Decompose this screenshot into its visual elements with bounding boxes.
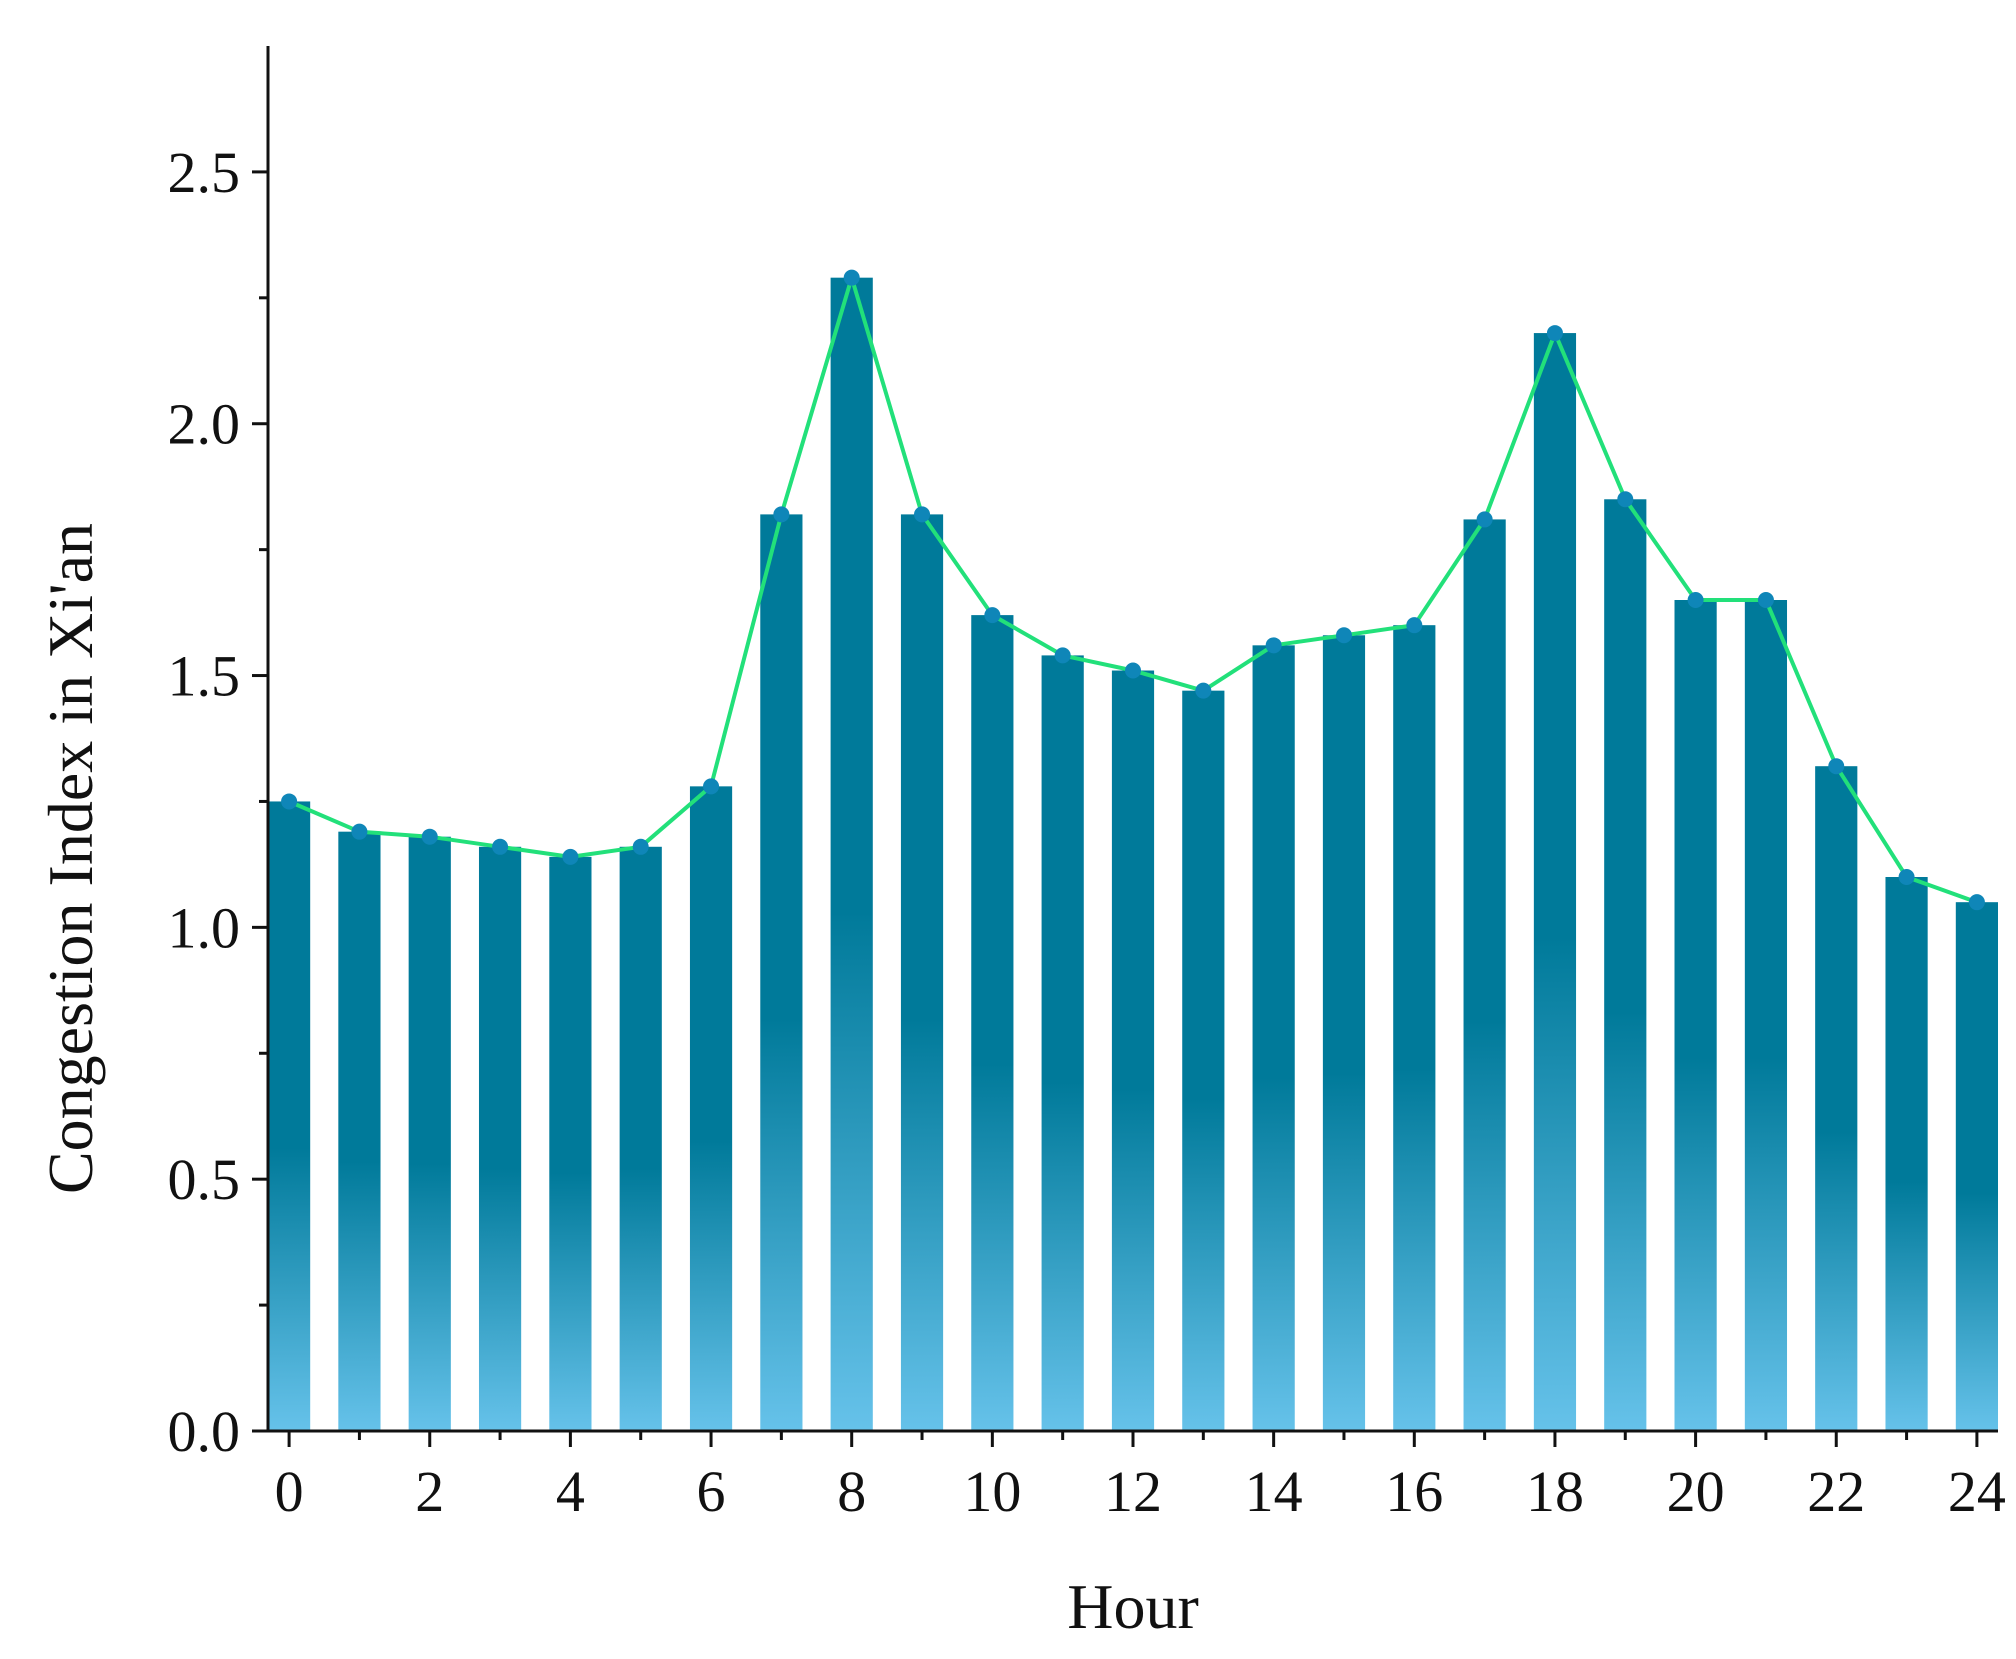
bar-hour-17 (1463, 519, 1506, 1431)
bar-hour-6 (689, 786, 733, 1431)
bar-hour-9 (900, 514, 944, 1431)
bar-hour-16 (1393, 625, 1436, 1431)
x-tick-label: 16 (1385, 1459, 1443, 1524)
marker-hour-15 (1335, 627, 1352, 644)
trend-line-layer (281, 269, 1985, 911)
x-tick-label: 10 (963, 1459, 1021, 1524)
x-tick-label: 22 (1807, 1459, 1865, 1524)
marker-hour-8 (843, 269, 860, 286)
marker-hour-13 (1195, 682, 1212, 699)
marker-hour-2 (421, 828, 438, 845)
bar-hour-2 (408, 836, 451, 1431)
x-tick-label: 12 (1104, 1459, 1162, 1524)
marker-hour-21 (1757, 592, 1774, 608)
y-tick-label: 1.5 (168, 644, 241, 709)
marker-hour-14 (1265, 637, 1282, 654)
x-tick-label: 14 (1245, 1459, 1303, 1524)
marker-hour-5 (632, 838, 649, 855)
bar-hour-15 (1322, 635, 1366, 1431)
bar-hour-11 (1041, 655, 1084, 1431)
marker-hour-0 (281, 793, 298, 810)
y-axis-title: Congestion Index in Xi'an (35, 523, 106, 1194)
bar-hour-21 (1744, 600, 1788, 1431)
bar-hour-7 (760, 514, 803, 1431)
marker-hour-12 (1125, 662, 1141, 679)
marker-hour-22 (1828, 758, 1845, 775)
marker-hour-4 (562, 848, 579, 865)
bar-hour-22 (1815, 766, 1858, 1431)
marker-hour-11 (1054, 647, 1071, 664)
marker-hour-16 (1406, 617, 1423, 634)
y-tick-label: 1.0 (168, 895, 241, 960)
bar-hour-5 (619, 846, 662, 1431)
bars (268, 277, 1998, 1432)
x-tick-label: 2 (415, 1459, 444, 1524)
marker-hour-20 (1687, 592, 1704, 608)
bar-hour-23 (1885, 877, 1928, 1431)
marker-hour-7 (773, 506, 790, 523)
x-tick-label: 24 (1948, 1459, 2006, 1524)
x-tick-label: 8 (837, 1459, 866, 1524)
x-tick-label: 6 (697, 1459, 726, 1524)
bar-hour-18 (1533, 333, 1577, 1431)
x-tick-label: 4 (556, 1459, 585, 1524)
x-tick-label: 20 (1667, 1459, 1725, 1524)
axes: 0.00.51.01.52.02.50 2 4 6 8 10 12 14 16 18 20 22 24 (168, 46, 2006, 1524)
bar-hour-4 (549, 856, 592, 1431)
marker-hour-3 (492, 838, 509, 855)
marker-hour-10 (984, 607, 1001, 624)
bar-hour-0 (268, 801, 311, 1431)
bar-hour-13 (1182, 690, 1225, 1431)
x-axis-title: Hour (1067, 1571, 1199, 1642)
bar-hour-12 (1111, 670, 1155, 1431)
marker-hour-6 (703, 778, 720, 795)
marker-hour-1 (351, 823, 368, 840)
bar-hour-8 (830, 277, 873, 1431)
marker-hour-19 (1617, 491, 1634, 508)
bar-hour-14 (1252, 645, 1295, 1431)
bar-hour-10 (971, 615, 1014, 1431)
marker-hour-23 (1898, 869, 1915, 885)
y-tick-label: 2.5 (168, 140, 241, 205)
bar-hour-24 (1955, 902, 1998, 1431)
marker-hour-18 (1546, 325, 1563, 342)
y-tick-label: 0.0 (168, 1399, 241, 1464)
bar-hour-3 (478, 846, 522, 1431)
x-tick-label: 18 (1526, 1459, 1584, 1524)
marker-hour-17 (1476, 511, 1493, 528)
marker-hour-24 (1968, 894, 1985, 911)
bar-hour-19 (1604, 499, 1647, 1432)
bar-hour-20 (1674, 600, 1717, 1431)
marker-hour-9 (914, 506, 931, 523)
y-tick-label: 2.0 (168, 392, 241, 457)
bar-hour-1 (338, 831, 381, 1431)
y-tick-label: 0.5 (168, 1147, 241, 1212)
x-tick-label: 0 (275, 1459, 304, 1524)
